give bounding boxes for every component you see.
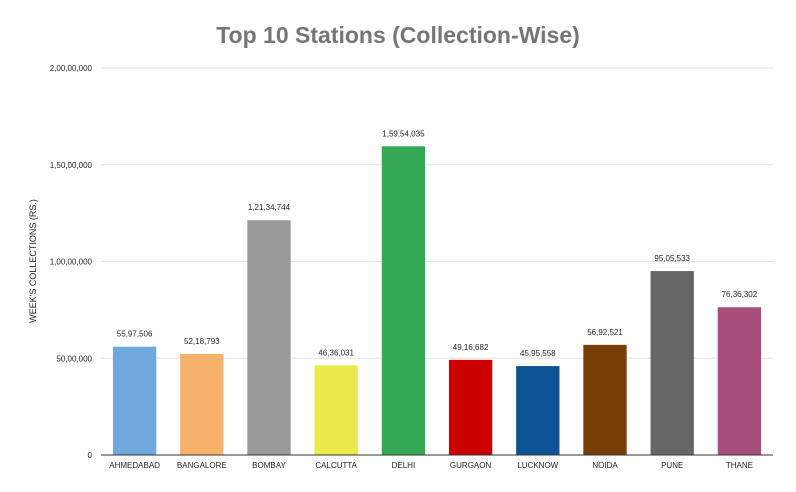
bar-bombay <box>247 220 291 455</box>
data-labels: 55,97,506 52,18,793 1,21,34,744 46,36,031 1,… <box>117 129 758 358</box>
data-label: 52,18,793 <box>184 337 220 346</box>
bar-calcutta <box>314 365 358 455</box>
y-axis-ticks: 0 50,00,000 1,00,00,000 1,50,00,000 2,00,00,… <box>50 64 93 460</box>
x-tick-label: THANE <box>726 461 753 470</box>
y-axis-label: WEEK'S COLLECTIONS (RS.) <box>28 199 38 323</box>
chart-title: Top 10 Stations (Collection-Wise) <box>216 22 580 48</box>
x-tick-label: PUNE <box>661 461 683 470</box>
data-label: 76,36,302 <box>722 290 758 299</box>
bars <box>112 146 762 455</box>
x-tick-label: NOIDA <box>592 461 618 470</box>
bar-lucknow <box>516 366 560 455</box>
data-label: 55,97,506 <box>117 330 153 339</box>
x-axis-ticks: AHMEDABAD BANGALORE BOMBAY CALCUTTA DELHI GUR… <box>109 461 753 470</box>
bar-bangalore <box>180 354 224 455</box>
y-tick-label: 0 <box>88 451 93 460</box>
y-tick-label: 50,00,000 <box>56 354 92 363</box>
bar-noida <box>583 344 627 455</box>
bar-ahmedabad <box>112 346 157 455</box>
x-tick-label: BOMBAY <box>252 461 286 470</box>
data-label: 1,21,34,744 <box>248 203 291 212</box>
x-tick-label: AHMEDABAD <box>109 461 160 470</box>
x-tick-label: LUCKNOW <box>517 461 558 470</box>
bar-delhi <box>381 146 426 455</box>
data-label: 56,92,521 <box>587 328 623 337</box>
bar-gurgaon <box>448 359 493 455</box>
x-tick-label: BANGALORE <box>177 461 227 470</box>
data-label: 46,36,031 <box>318 348 354 357</box>
bar-pune <box>650 271 694 455</box>
bar-thane <box>717 307 762 455</box>
x-tick-label: DELHI <box>392 461 416 470</box>
data-label: 1,59,54,035 <box>382 129 425 138</box>
data-label: 95,05,533 <box>654 254 690 263</box>
x-tick-label: CALCUTTA <box>315 461 357 470</box>
y-tick-label: 1,00,00,000 <box>50 258 93 267</box>
y-tick-label: 1,50,00,000 <box>50 161 93 170</box>
data-label: 49,16,682 <box>453 343 489 352</box>
y-tick-label: 2,00,00,000 <box>50 64 93 73</box>
x-tick-label: GURGAON <box>450 461 492 470</box>
data-label: 45,95,558 <box>520 349 556 358</box>
